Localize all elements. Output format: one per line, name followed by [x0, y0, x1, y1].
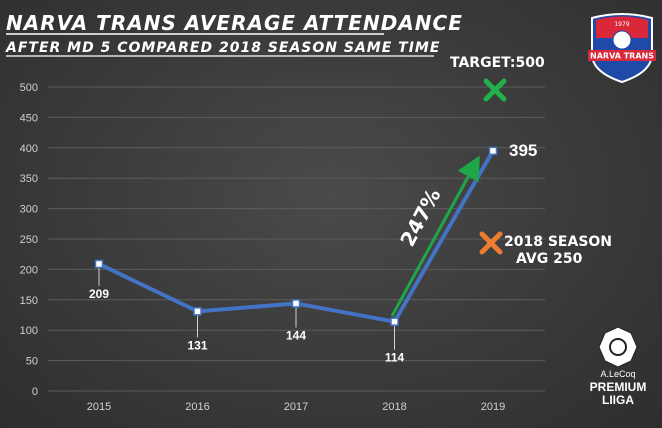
data-label: 114: [385, 351, 405, 365]
league-name-1: PREMIUM: [590, 380, 647, 394]
y-tick-label: 450: [20, 112, 38, 124]
league-logo: A.LeCoq PREMIUM LIIGA: [590, 326, 647, 407]
target-label: TARGET:500: [450, 55, 545, 71]
y-axis-ticks: 0 50 100 150 200 250 300 350 400 450 500: [20, 82, 38, 398]
growth-arrow: [390, 155, 480, 317]
gridlines: [48, 86, 545, 392]
club-logo: 1979 NARVA TRANS: [588, 13, 656, 84]
data-label: 395: [509, 141, 537, 160]
data-point: [390, 317, 399, 326]
data-label: 209: [89, 287, 109, 301]
season-avg-label-line2: AVG 250: [516, 251, 583, 267]
season-avg-marker-icon: [479, 231, 503, 255]
x-tick-label: 2016: [185, 401, 209, 413]
data-points: [94, 146, 498, 326]
logo-text: NARVA TRANS: [590, 52, 654, 61]
data-labels: 209 131 144 114 395: [89, 141, 537, 365]
y-tick-label: 100: [20, 325, 38, 337]
chart-subtitle: AFTER MD 5 COMPARED 2018 SEASON SAME TIM…: [5, 40, 440, 56]
y-tick-label: 250: [20, 234, 38, 246]
y-tick-label: 500: [20, 82, 38, 94]
label-leaders: [98, 267, 395, 350]
data-label: 131: [187, 338, 207, 352]
data-point: [488, 146, 498, 156]
growth-percent: 247%: [395, 185, 445, 251]
league-brand: A.LeCoq: [600, 369, 635, 379]
x-tick-label: 2019: [481, 401, 505, 413]
data-point: [94, 259, 104, 269]
y-tick-label: 0: [32, 386, 38, 398]
y-tick-label: 150: [20, 295, 38, 307]
chart-title: NARVA TRANS AVERAGE ATTENDANCE: [6, 11, 463, 35]
data-label: 144: [286, 328, 306, 342]
y-tick-label: 200: [20, 264, 38, 276]
x-tick-label: 2015: [87, 401, 111, 413]
data-point: [291, 299, 301, 308]
data-point: [193, 307, 202, 316]
season-avg-label-line1: 2018 SEASON: [504, 234, 612, 250]
y-tick-label: 350: [20, 173, 38, 185]
logo-year: 1979: [614, 21, 629, 28]
x-axis-ticks: 2015 2016 2017 2018 2019: [87, 401, 505, 413]
league-name-2: LIIGA: [602, 393, 634, 407]
y-tick-label: 300: [20, 204, 38, 216]
x-tick-label: 2017: [284, 401, 308, 413]
x-tick-label: 2018: [382, 401, 406, 413]
y-tick-label: 400: [20, 143, 38, 155]
y-tick-label: 50: [26, 356, 38, 368]
target-marker-icon: [483, 78, 507, 102]
